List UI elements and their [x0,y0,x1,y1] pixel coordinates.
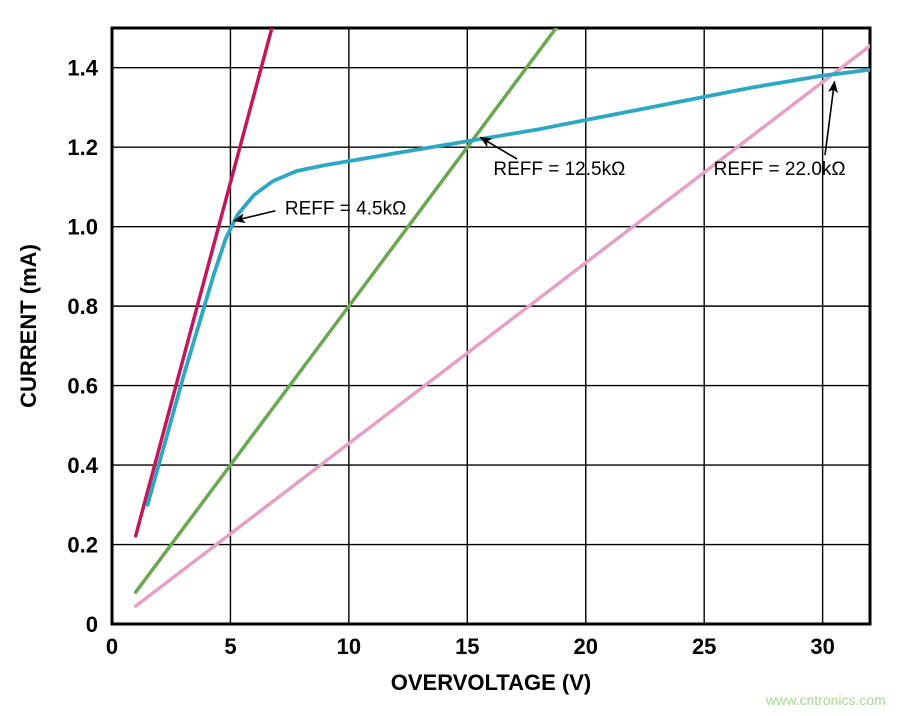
y-tick-0: 0 [86,612,98,637]
y-tick-0.2: 0.2 [67,533,98,558]
y-tick-1: 1.0 [67,215,98,240]
y-axis-title: CURRENT (mA) [16,244,41,408]
y-tick-0.8: 0.8 [67,294,98,319]
reff-12p5-label: REFF = 12.5kΩ [493,159,625,180]
y-tick-1.2: 1.2 [67,135,98,160]
x-tick-10: 10 [337,634,361,659]
y-tick-0.4: 0.4 [67,453,98,478]
x-tick-15: 15 [455,634,479,659]
x-tick-30: 30 [810,634,834,659]
x-axis-title: OVERVOLTAGE (V) [391,670,591,695]
x-tick-20: 20 [574,634,598,659]
reff-4p5-label: REFF = 4.5kΩ [285,199,406,220]
watermark: www.cntronics.com [766,692,886,708]
x-tick-5: 5 [224,634,236,659]
x-tick-0: 0 [106,634,118,659]
y-tick-0.6: 0.6 [67,374,98,399]
x-tick-25: 25 [692,634,716,659]
chart-container: 0 5 10 15 20 25 30 0 0.2 0.4 0.6 0.8 1.0 1.2 1.4 OVERVO… [0,0,900,716]
reff-22-label: REFF = 22.0kΩ [714,159,846,180]
y-tick-1.4: 1.4 [67,56,98,81]
